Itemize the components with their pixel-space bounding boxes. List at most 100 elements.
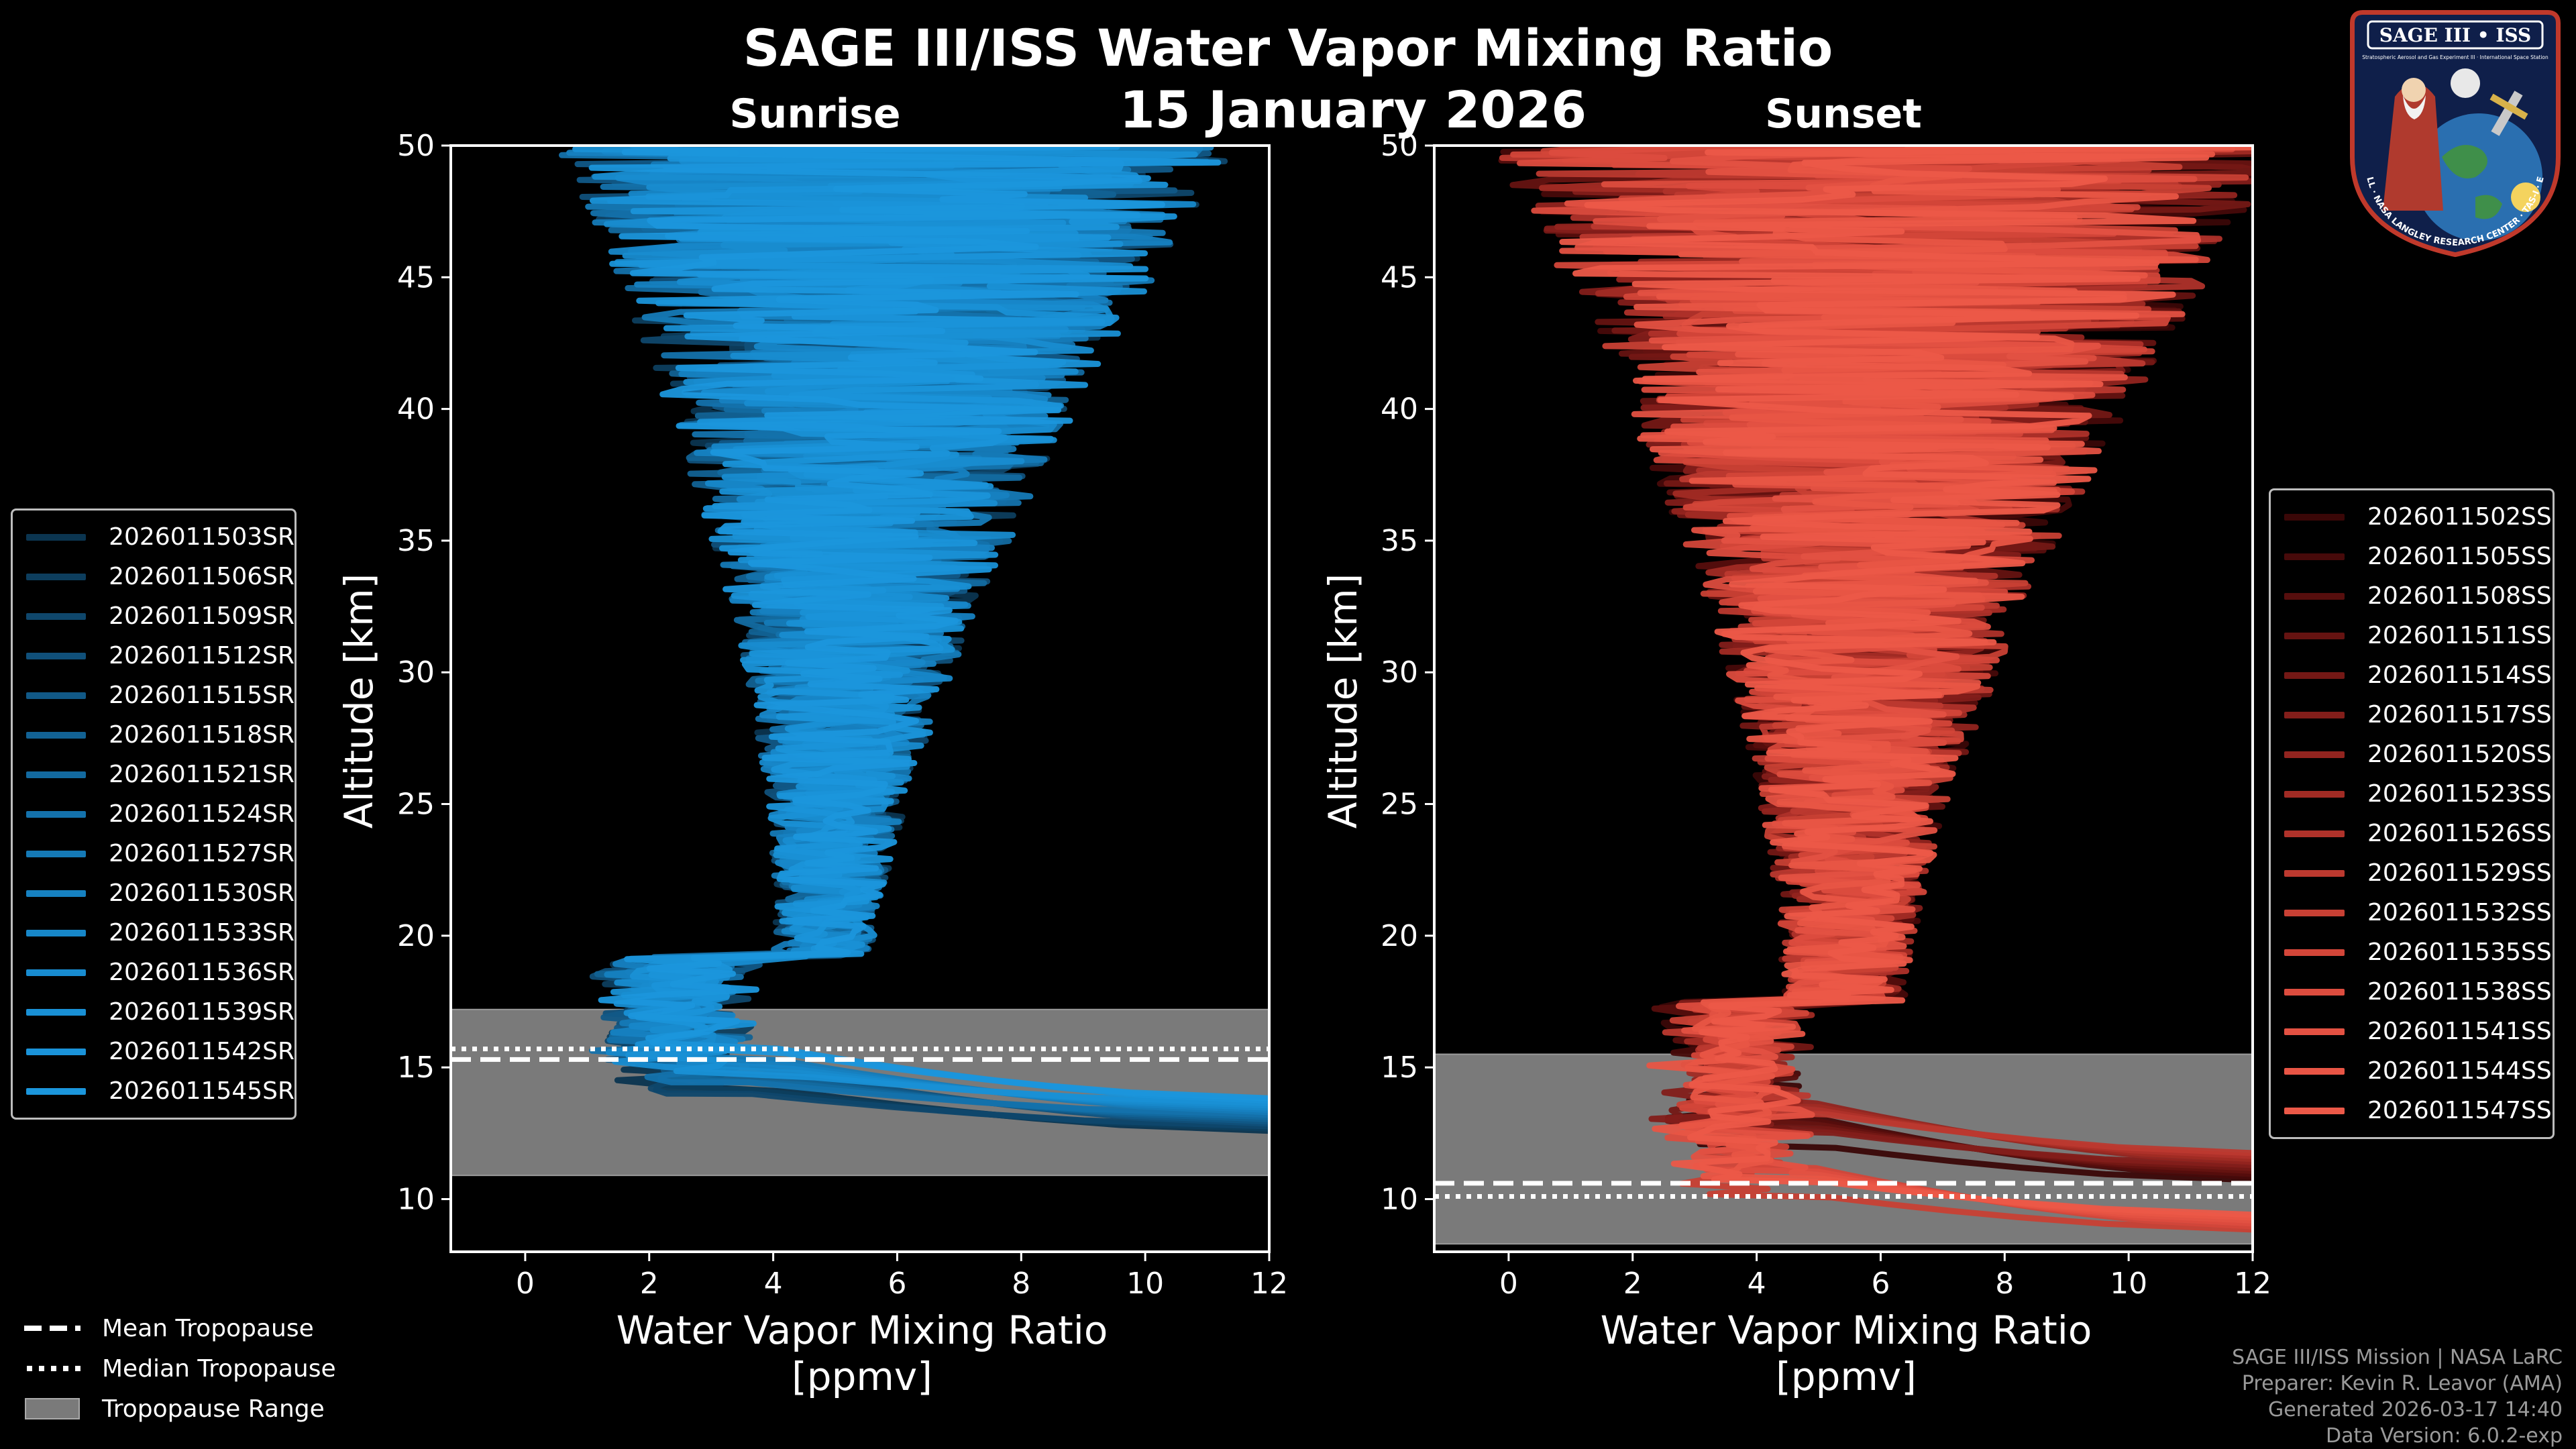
legend-swatch: [2284, 1028, 2345, 1035]
legend-item-tropopause-range: Tropopause Range: [24, 1389, 336, 1429]
legend-label: 2026011524SR: [109, 800, 294, 828]
legend-swatch: [2284, 869, 2345, 877]
dotted-line-icon: [27, 1366, 80, 1371]
credits: SAGE III/ISS Mission | NASA LaRC Prepare…: [2232, 1344, 2563, 1449]
sunset-legend-item: 2026011511SS: [2271, 616, 2553, 655]
legend-label: 2026011541SS: [2367, 1018, 2552, 1045]
legend-label: 2026011515SR: [109, 682, 294, 709]
sunrise-ytick-label: 45: [397, 260, 435, 294]
sunset-legend-item: 2026011532SS: [2271, 893, 2553, 932]
legend-swatch: [2284, 1107, 2345, 1114]
sunset-legend-item: 2026011526SS: [2271, 814, 2553, 853]
sunrise-legend-item: 2026011533SR: [13, 913, 294, 953]
sunrise-legend-item: 2026011503SR: [13, 517, 294, 557]
sunset-legend-item: 2026011508SS: [2271, 576, 2553, 616]
legend-item-mean-tropopause: Mean Tropopause: [24, 1308, 336, 1348]
sunrise-ytick-label: 25: [397, 788, 435, 822]
legend-label: 2026011544SS: [2367, 1057, 2552, 1085]
legend-swatch: [26, 533, 87, 541]
sunrise-panel: Sunrise Altitude [km] Water Vapor Mixing…: [336, 91, 1288, 1399]
sunset-xtick-label: 0: [1499, 1267, 1518, 1301]
sunset-xtick-label: 6: [1871, 1267, 1890, 1301]
sunset-legend-item: 2026011538SS: [2271, 972, 2553, 1012]
legend-label: 2026011520SS: [2367, 741, 2552, 768]
sunrise-ytick-label: 15: [397, 1051, 435, 1085]
legend-label: 2026011517SS: [2367, 701, 2552, 729]
legend-label: 2026011523SS: [2367, 780, 2552, 808]
sunrise-xtick-label: 6: [888, 1267, 906, 1301]
legend-swatch: [2284, 711, 2345, 718]
legend-label: 2026011535SS: [2367, 938, 2552, 966]
sunset-xtick-label: 2: [1623, 1267, 1642, 1301]
sunrise-xtick-label: 10: [1126, 1267, 1164, 1301]
legend-label: 2026011503SR: [109, 523, 294, 551]
legend-label: 2026011539SR: [109, 998, 294, 1026]
sunset-ytick-label: 40: [1381, 392, 1418, 427]
moon-icon: [2451, 68, 2480, 98]
sunrise-xlabel-line1: Water Vapor Mixing Ratio: [616, 1307, 1108, 1353]
sunrise-ytick-label: 35: [397, 524, 435, 558]
sunset-ytick-label: 25: [1381, 788, 1418, 822]
sunrise-legend-item: 2026011512SR: [13, 636, 294, 676]
tropopause-legend: Mean Tropopause Median Tropopause Tropop…: [24, 1308, 336, 1429]
figure-robe: [2383, 83, 2443, 211]
legend-swatch: [2284, 790, 2345, 798]
sunset-panel-title: Sunset: [1765, 91, 1922, 138]
legend-swatch: [26, 652, 87, 659]
legend-label-mean: Mean Tropopause: [102, 1314, 314, 1342]
sunrise-legend-item: 2026011509SR: [13, 596, 294, 636]
sun-icon: [2511, 182, 2540, 212]
iss-icon: [2491, 91, 2523, 136]
sunrise-panel-title: Sunrise: [729, 91, 900, 138]
legend-label: 2026011532SS: [2367, 899, 2552, 926]
sunrise-ytick-label: 50: [397, 129, 435, 163]
sunset-ytick-label: 30: [1381, 655, 1418, 690]
sunrise-legend-item: 2026011545SR: [13, 1071, 294, 1111]
legend-swatch: [26, 890, 87, 897]
logo-subtitle: Stratospheric Aerosol and Gas Experiment…: [2362, 54, 2548, 60]
sunrise-xtick-label: 8: [1012, 1267, 1030, 1301]
legend-swatch: [2284, 553, 2345, 560]
sunset-legend-item: 2026011547SS: [2271, 1091, 2553, 1130]
legend-label: 2026011542SR: [109, 1038, 294, 1065]
sunrise-legend-item: 2026011542SR: [13, 1032, 294, 1071]
sunset-legend: 2026011502SS 2026011505SS 2026011508SS 2026…: [2269, 488, 2555, 1139]
legend-label: 2026011521SR: [109, 761, 294, 788]
sunset-ytick-label: 35: [1381, 524, 1418, 558]
legend-swatch: [26, 771, 87, 778]
legend-swatch: [26, 850, 87, 857]
sunrise-ytick-label: 40: [397, 392, 435, 427]
sunset-profile-2026011547SS: [1559, 146, 2253, 1218]
legend-swatch: [2284, 830, 2345, 837]
legend-swatch: [2284, 632, 2345, 639]
sunset-xlabel-line2: [ppmv]: [1776, 1354, 1917, 1399]
credit-version: Data Version: 6.0.2-exp: [2325, 1424, 2563, 1448]
sunrise-xlabel-line2: [ppmv]: [792, 1354, 932, 1399]
sunset-panel: Sunset Altitude [km] Water Vapor Mixing …: [1320, 91, 2271, 1399]
sunrise-legend-item: 2026011518SR: [13, 715, 294, 755]
sunrise-legend-item: 2026011527SR: [13, 834, 294, 873]
legend-label: 2026011526SS: [2367, 820, 2552, 847]
legend-label: 2026011509SR: [109, 602, 294, 630]
legend-swatch: [26, 969, 87, 976]
sunrise-xtick-label: 12: [1250, 1267, 1288, 1301]
legend-swatch: [2284, 672, 2345, 679]
legend-swatch: [26, 1048, 87, 1055]
sunrise-profile-2026011545SR: [588, 146, 1269, 1102]
sunrise-legend: 2026011503SR 2026011506SR 2026011509SR 2026…: [11, 508, 297, 1120]
legend-swatch: [2284, 909, 2345, 916]
legend-swatch: [2284, 751, 2345, 758]
sunrise-legend-item: 2026011539SR: [13, 992, 294, 1032]
legend-label: 2026011547SS: [2367, 1097, 2552, 1124]
legend-label: 2026011514SS: [2367, 661, 2552, 689]
sunset-ytick-label: 45: [1381, 260, 1418, 294]
legend-label: 2026011529SS: [2367, 859, 2552, 887]
sunset-legend-item: 2026011523SS: [2271, 774, 2553, 814]
sunrise-axes-frame: [449, 144, 1271, 1253]
sunset-ytick-label: 20: [1381, 919, 1418, 953]
legend-label-median: Median Tropopause: [102, 1354, 336, 1383]
sunset-xtick-label: 12: [2234, 1267, 2271, 1301]
legend-swatch: [26, 573, 87, 580]
range-swatch-icon: [25, 1398, 80, 1419]
sunset-axes-frame: [1433, 144, 2254, 1253]
